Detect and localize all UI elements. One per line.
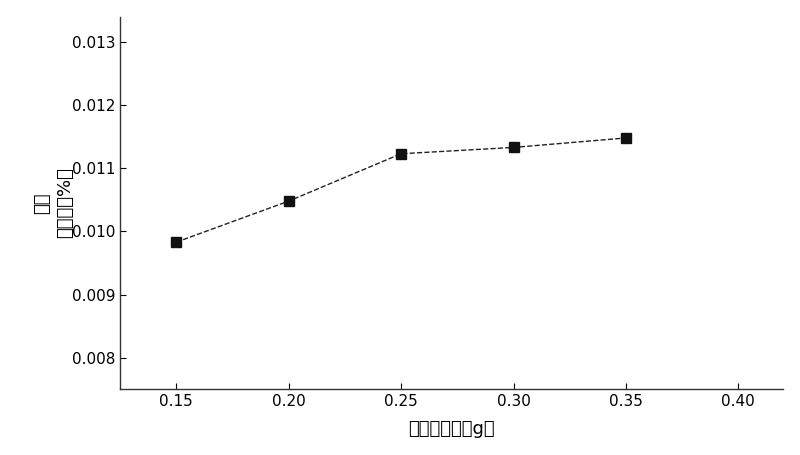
X-axis label: 碳酸鑂用量（g）: 碳酸鑂用量（g）: [408, 420, 495, 438]
Text: 有效
碳含量（%）: 有效 碳含量（%）: [33, 167, 74, 238]
